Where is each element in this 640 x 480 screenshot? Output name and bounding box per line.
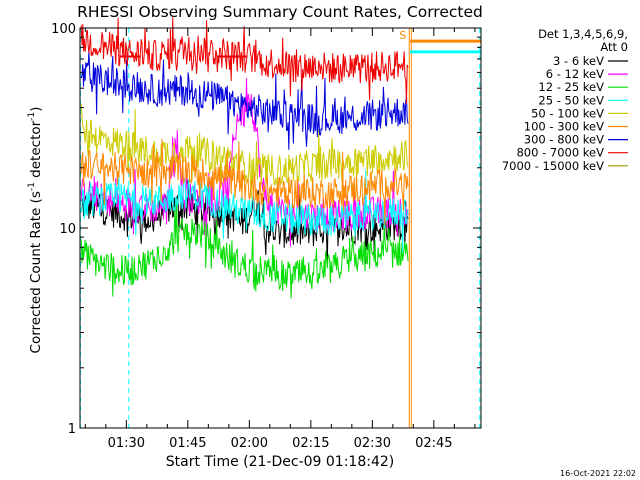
- plot-data-layer: S: [79, 17, 481, 428]
- series-trace-6: [80, 50, 409, 150]
- y-label-mid: detector: [28, 120, 44, 182]
- x-axis-label: Start Time (21-Dec-09 01:18:42): [166, 454, 394, 470]
- y-label-exponent-2: -1: [27, 112, 37, 121]
- y-tick-label: 100: [51, 22, 76, 37]
- y-tick-label: 10: [59, 222, 76, 237]
- legend-entry-label: 300 - 800 keV: [524, 133, 604, 147]
- y-axis-label: Corrected Count Rate (s-1 detector-1): [27, 107, 44, 354]
- y-label-main: Corrected Count Rate (s: [28, 191, 44, 353]
- y-label-exponent-1: -1: [27, 182, 37, 191]
- x-tick-label: 02:30: [354, 436, 391, 451]
- legend-entry-label: 25 - 50 keV: [538, 93, 604, 107]
- legend-title-line: Att 0: [600, 40, 628, 54]
- x-tick-label: 01:30: [108, 436, 145, 451]
- legend-entry-label: 100 - 300 keV: [524, 120, 604, 134]
- legend-entry-label: 3 - 6 keV: [553, 54, 604, 68]
- series-trace-7: [80, 17, 409, 105]
- y-label-end: ): [28, 107, 44, 112]
- x-tick-label: 02:00: [231, 436, 268, 451]
- series-trace-2: [80, 202, 409, 299]
- generation-timestamp: 16-Oct-2021 22:02: [560, 469, 636, 478]
- legend-entry-label: 7000 - 15000 keV: [502, 159, 604, 173]
- x-tick-label: 01:45: [169, 436, 206, 451]
- legend-title-line: Det 1,3,4,5,6,9,: [538, 27, 628, 41]
- legend-entry-label: 6 - 12 keV: [546, 67, 604, 81]
- legend-entry-label: 800 - 7000 keV: [516, 146, 604, 160]
- legend-entry-label: 50 - 100 keV: [531, 106, 604, 120]
- series-trace-5: [80, 138, 409, 226]
- series-trace-3: [80, 170, 409, 253]
- series-trace-4: [80, 103, 409, 199]
- legend-entry-label: 12 - 25 keV: [538, 80, 604, 94]
- saa-letter-marker: S: [399, 29, 406, 42]
- axis-ticks: 1 10 100 01:30 01:45 02:00 02:15 02:30 02:45: [51, 22, 481, 451]
- x-tick-label: 02:15: [292, 436, 329, 451]
- chart-title: RHESSI Observing Summary Count Rates, Co…: [77, 3, 483, 21]
- y-tick-label: 1: [68, 422, 76, 437]
- x-tick-label: 02:45: [415, 436, 452, 451]
